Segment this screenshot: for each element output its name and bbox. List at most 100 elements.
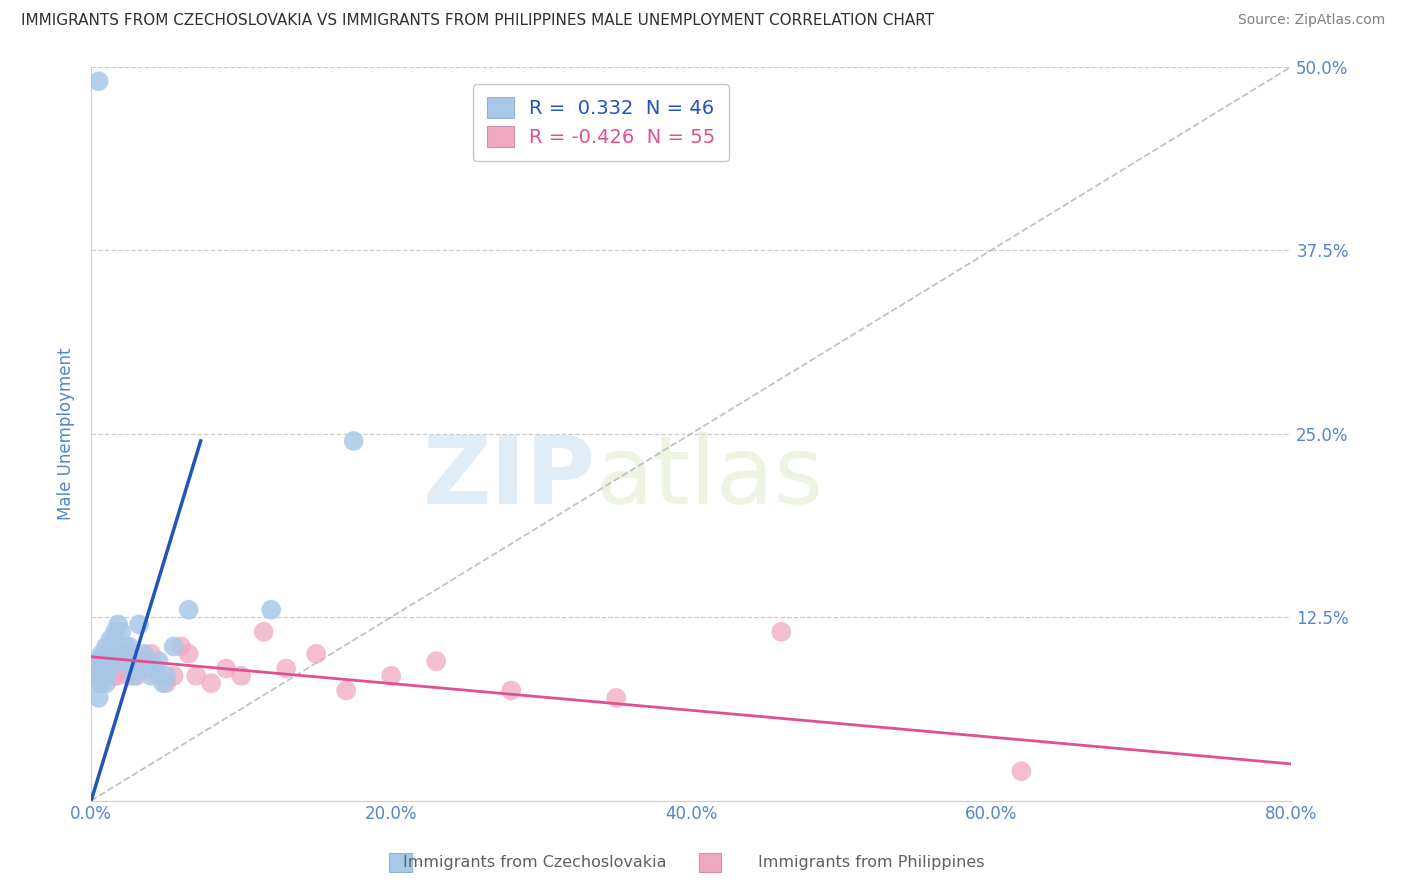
Text: Immigrants from Czechoslovakia: Immigrants from Czechoslovakia <box>402 855 666 870</box>
Point <box>105 654 128 668</box>
Text: atlas: atlas <box>595 432 824 524</box>
Point <box>91 669 114 683</box>
Point <box>87 74 110 88</box>
Point <box>152 676 174 690</box>
Point <box>91 661 114 675</box>
Point <box>87 676 110 690</box>
Point <box>276 661 298 675</box>
Point <box>87 669 110 683</box>
Point <box>96 654 118 668</box>
Point <box>215 661 238 675</box>
Point <box>128 617 150 632</box>
Point <box>425 654 447 668</box>
Point <box>103 661 125 675</box>
Point <box>93 647 115 661</box>
Point <box>231 669 253 683</box>
Point <box>148 654 170 668</box>
Point <box>141 669 163 683</box>
Point <box>177 647 200 661</box>
Point <box>98 647 121 661</box>
Point <box>155 676 177 690</box>
Point <box>96 640 118 654</box>
Legend: R =  0.332  N = 46, R = -0.426  N = 55: R = 0.332 N = 46, R = -0.426 N = 55 <box>472 84 730 161</box>
Point <box>200 676 222 690</box>
Point <box>97 661 120 675</box>
Point <box>104 624 127 639</box>
Point <box>96 661 118 675</box>
Point <box>100 632 122 647</box>
Point <box>163 669 186 683</box>
Point <box>305 647 328 661</box>
Point <box>148 669 170 683</box>
Point <box>143 661 166 675</box>
Point <box>98 661 121 675</box>
Point <box>122 669 145 683</box>
Point <box>335 683 357 698</box>
Point <box>155 669 177 683</box>
Point <box>87 690 110 705</box>
Point <box>177 603 200 617</box>
Point <box>87 661 110 675</box>
Bar <box>389 853 412 872</box>
Point <box>112 654 135 668</box>
Point <box>114 647 136 661</box>
Point <box>103 669 125 683</box>
Point <box>98 669 121 683</box>
Point <box>96 669 118 683</box>
Point <box>112 654 135 668</box>
Point <box>86 661 108 675</box>
Point <box>105 669 128 683</box>
Point <box>87 661 110 675</box>
Point <box>90 661 112 675</box>
Text: Source: ZipAtlas.com: Source: ZipAtlas.com <box>1237 13 1385 28</box>
Point <box>108 647 131 661</box>
Point <box>132 647 155 661</box>
Point <box>114 640 136 654</box>
Point <box>90 676 112 690</box>
Point <box>103 647 125 661</box>
Point <box>87 669 110 683</box>
Point <box>93 654 115 668</box>
Point <box>605 690 627 705</box>
Point <box>97 654 120 668</box>
Point <box>96 669 118 683</box>
Point <box>110 624 132 639</box>
Point <box>111 647 134 661</box>
Point <box>770 624 793 639</box>
Text: ZIP: ZIP <box>422 432 595 524</box>
Point <box>141 647 163 661</box>
Point <box>104 654 127 668</box>
Point <box>501 683 523 698</box>
Point <box>91 654 114 668</box>
Point <box>107 617 129 632</box>
Bar <box>699 853 721 872</box>
Text: Immigrants from Philippines: Immigrants from Philippines <box>758 855 986 870</box>
Point <box>118 669 141 683</box>
Point <box>90 669 112 683</box>
Point <box>343 434 366 448</box>
Point <box>107 661 129 675</box>
Point <box>93 669 115 683</box>
Point <box>96 676 118 690</box>
Point <box>170 640 193 654</box>
Point <box>89 654 111 668</box>
Point <box>87 654 110 668</box>
Point <box>118 640 141 654</box>
Point <box>380 669 402 683</box>
Point <box>90 647 112 661</box>
Point <box>91 661 114 675</box>
Point <box>121 647 143 661</box>
Point <box>96 661 118 675</box>
Point <box>91 669 114 683</box>
Point <box>101 654 124 668</box>
Point <box>110 661 132 675</box>
Point <box>90 661 112 675</box>
Text: IMMIGRANTS FROM CZECHOSLOVAKIA VS IMMIGRANTS FROM PHILIPPINES MALE UNEMPLOYMENT : IMMIGRANTS FROM CZECHOSLOVAKIA VS IMMIGR… <box>21 13 934 29</box>
Y-axis label: Male Unemployment: Male Unemployment <box>58 347 75 520</box>
Point <box>96 654 118 668</box>
Point <box>260 603 283 617</box>
Point <box>108 654 131 668</box>
Point <box>132 654 155 668</box>
Point <box>89 661 111 675</box>
Point <box>253 624 276 639</box>
